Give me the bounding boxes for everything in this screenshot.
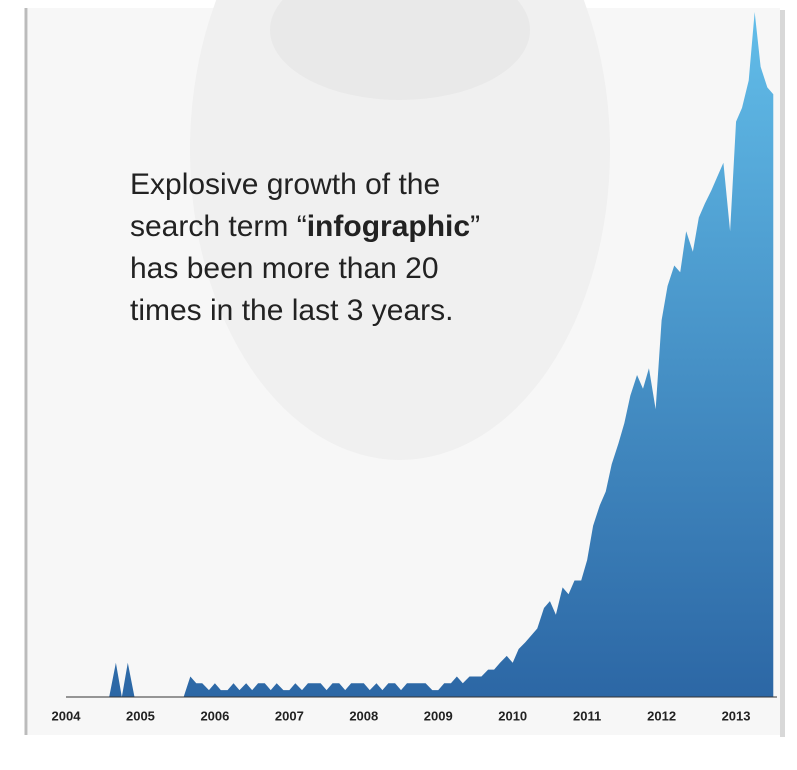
annotation-text: has been more than 20 — [130, 252, 439, 285]
annotation-text: search term “ — [130, 210, 307, 243]
annotation: Explosive growth of the search term “info… — [130, 168, 480, 327]
annotation-text: ” — [470, 210, 480, 243]
bg-shape — [190, 0, 610, 460]
annotation-text: infographic — [307, 210, 470, 243]
x-tick-label: 2006 — [200, 708, 229, 723]
x-tick-label: 2013 — [722, 708, 751, 723]
x-tick-label: 2011 — [573, 708, 601, 723]
x-tick-label: 2010 — [498, 708, 527, 723]
bg-shape — [270, 0, 530, 100]
x-tick-label: 2012 — [647, 708, 676, 723]
x-tick-label: 2004 — [52, 708, 82, 723]
shadow — [780, 10, 785, 737]
x-tick-label: 2005 — [126, 708, 155, 723]
x-tick-label: 2007 — [275, 708, 304, 723]
annotation-text: Explosive growth of the — [130, 168, 440, 201]
annotation-text: times in the last 3 years. — [130, 294, 453, 327]
area — [66, 12, 774, 697]
x-tick-label: 2008 — [349, 708, 378, 723]
x-tick-label: 2009 — [424, 708, 453, 723]
